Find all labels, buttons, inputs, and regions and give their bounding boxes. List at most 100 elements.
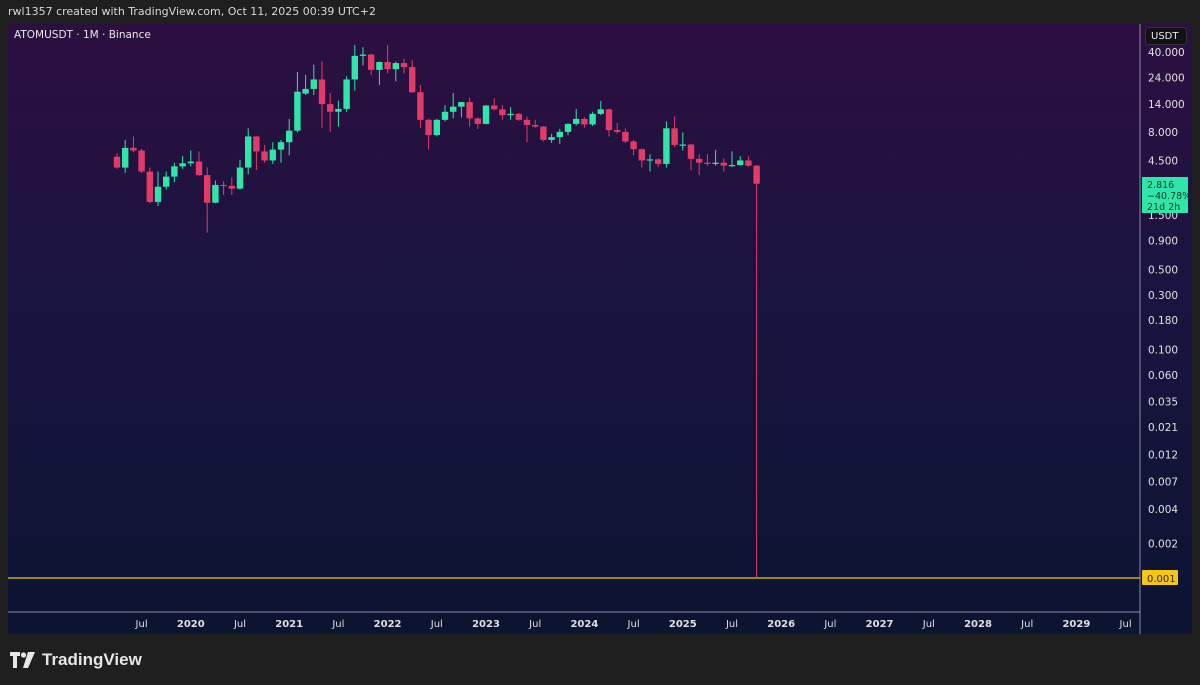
y-tick-label: 14.000 [1148, 99, 1185, 111]
candle-down [384, 62, 391, 70]
candle-up [679, 144, 686, 146]
horizontal-line-label: 0.001 [1147, 574, 1176, 585]
candle-down [515, 113, 522, 120]
candle-down [146, 171, 153, 202]
x-tick-label: Jul [430, 619, 443, 630]
candle-up [212, 184, 219, 203]
x-tick-label: 2027 [866, 619, 894, 630]
candle-up [458, 102, 465, 107]
logo-text: TradingView [42, 650, 142, 669]
candle-up [302, 88, 309, 94]
y-tick-label: 0.021 [1148, 422, 1178, 434]
candle-down [195, 161, 203, 176]
candle-up [712, 162, 719, 164]
candle-down [532, 124, 539, 127]
candle-up [597, 109, 604, 114]
candle-down [720, 162, 727, 166]
candle-up [450, 106, 457, 112]
candle-down [540, 126, 547, 140]
candle-up [163, 176, 170, 187]
candle-down [318, 79, 326, 105]
symbol-legend[interactable]: ATOMUSDT · 1M · Binance [14, 29, 151, 41]
candle-down [671, 128, 678, 145]
candle-down [614, 130, 621, 132]
y-tick-label: 4.500 [1148, 155, 1178, 167]
x-tick-label: Jul [233, 619, 246, 630]
candle-down [400, 63, 408, 68]
candle-down [425, 119, 432, 136]
candle-up [728, 165, 736, 167]
candle-down [745, 160, 752, 166]
candle-up [269, 149, 276, 161]
candle-up [359, 54, 367, 56]
candle-down [409, 67, 416, 93]
y-tick-label: 0.900 [1148, 235, 1178, 247]
candle-down [696, 158, 703, 163]
candle-down [368, 54, 375, 70]
candle-down [638, 149, 645, 161]
candle-down [581, 118, 588, 125]
candle-up [245, 136, 252, 168]
x-tick-label: Jul [1020, 619, 1033, 630]
x-tick-label: 2022 [374, 619, 402, 630]
candle-down [220, 184, 227, 187]
candle-down [630, 141, 637, 150]
x-tick-label: 2023 [472, 619, 500, 630]
x-tick-label: 2029 [1062, 619, 1090, 630]
tradingview-logo-icon [10, 652, 35, 668]
x-tick-label: 2028 [964, 619, 992, 630]
candle-down [466, 102, 473, 119]
candle-up [737, 160, 744, 166]
candle-up [441, 111, 449, 120]
x-tick-label: Jul [725, 619, 738, 630]
candle-up [564, 123, 572, 132]
y-tick-label: 40.000 [1148, 47, 1185, 59]
candle-up [351, 55, 358, 80]
candle-up [376, 62, 383, 70]
candle-down [523, 119, 531, 125]
candle-down [113, 156, 121, 168]
x-tick-label: Jul [922, 619, 935, 630]
x-tick-label: Jul [331, 619, 344, 630]
candle-up [548, 137, 555, 140]
candle-up [286, 130, 293, 143]
x-tick-label: 2026 [767, 619, 795, 630]
candle-up [236, 167, 244, 189]
candle-down [491, 105, 498, 110]
candle-down [704, 162, 711, 164]
tradingview-logo[interactable]: TradingView [10, 650, 142, 670]
y-tick-label: 0.100 [1148, 344, 1178, 356]
candle-down [130, 147, 137, 151]
x-tick-label: Jul [135, 619, 148, 630]
last-price-value: 2.816 [1147, 180, 1174, 191]
y-tick-label: 24.000 [1148, 72, 1185, 84]
candle-countdown: 21d 2h [1147, 202, 1180, 213]
candle-up [482, 105, 490, 124]
x-tick-label: Jul [823, 619, 836, 630]
candle-down [204, 175, 211, 203]
candle-up [343, 79, 350, 109]
candle-up [335, 108, 342, 112]
chart-credit: rwl1357 created with TradingView.com, Oc… [8, 5, 376, 18]
x-tick-label: 2024 [570, 619, 598, 630]
y-tick-label: 0.002 [1148, 539, 1178, 551]
candle-down [474, 118, 481, 124]
candle-down [417, 92, 424, 120]
candle-down [655, 159, 662, 164]
chart-area[interactable] [8, 24, 1192, 634]
candle-down [622, 131, 629, 142]
candle-down [687, 144, 695, 159]
x-tick-label: Jul [528, 619, 541, 630]
candle-up [646, 159, 654, 161]
candle-up [392, 63, 399, 70]
candle-up [179, 163, 186, 167]
candle-up [310, 79, 317, 89]
y-tick-label: 0.035 [1148, 397, 1178, 409]
candle-up [433, 119, 440, 136]
currency-button[interactable]: USDT [1145, 27, 1187, 45]
x-tick-label: 2021 [275, 619, 303, 630]
candle-up [154, 186, 162, 202]
candle-up [171, 166, 178, 177]
x-tick-label: 2020 [177, 619, 205, 630]
